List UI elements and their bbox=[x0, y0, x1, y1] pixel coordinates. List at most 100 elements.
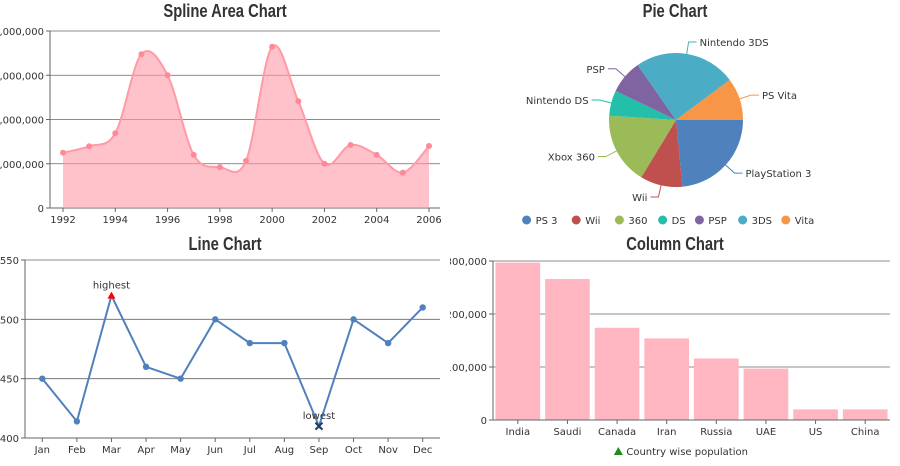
line-chart: 400 450 500 550 Jan Feb Mar Apr May Jun Jul Aug Sep O… bbox=[0, 256, 440, 456]
pie-label-connector bbox=[650, 185, 662, 198]
x-tick-label: 1998 bbox=[207, 215, 232, 226]
pie-slice-label: Wii bbox=[632, 193, 647, 204]
column-bar bbox=[793, 409, 838, 420]
x-tick-label: Iran bbox=[657, 427, 677, 438]
lowest-annotation: lowest bbox=[303, 411, 335, 422]
spline-area-chart: 0 2,000,000 4,000,000 6,000,000 8,000,000 199… bbox=[0, 27, 442, 226]
y-tick-label: 2,000,000 bbox=[0, 160, 44, 171]
legend-marker bbox=[571, 215, 581, 225]
column-bar bbox=[743, 368, 789, 420]
x-tick-label: Canada bbox=[598, 427, 636, 438]
y-tick-label: 300,000 bbox=[450, 257, 487, 268]
y-tick-label: 6,000,000 bbox=[0, 71, 44, 82]
legend-marker bbox=[614, 215, 624, 225]
pie-label-connector bbox=[597, 150, 617, 158]
pie-slice bbox=[609, 90, 676, 120]
x-tick-label: 2000 bbox=[259, 215, 284, 226]
chart-title: Spline Area Chart bbox=[163, 1, 287, 21]
column-bar bbox=[842, 409, 888, 420]
x-tick-label: Jun bbox=[206, 445, 223, 456]
legend-marker bbox=[613, 447, 623, 455]
area-fill bbox=[63, 45, 429, 208]
data-point bbox=[419, 304, 426, 311]
data-point bbox=[347, 141, 354, 148]
pie-slice bbox=[676, 120, 743, 187]
pie-label-connector bbox=[607, 68, 626, 77]
pie-slice bbox=[615, 65, 676, 120]
line-chart-panel: Line Chart 400 450 500 550 Jan Feb Mar Apr May Ju… bbox=[0, 233, 450, 466]
chart-title: Column Chart bbox=[626, 234, 724, 254]
y-tick-label: 0 bbox=[481, 416, 487, 427]
legend-label: PSP bbox=[708, 216, 726, 227]
x-tick-label: 1992 bbox=[50, 215, 75, 226]
y-tick-label: 500 bbox=[0, 315, 19, 326]
pie-chart-panel: Pie Chart PlayStation 3 Wii Xbox 360 Ninten… bbox=[450, 0, 900, 233]
x-tick-label: UAE bbox=[756, 427, 776, 438]
x-tick-label: Mar bbox=[102, 445, 122, 456]
data-point bbox=[112, 130, 119, 137]
x-tick-label: Apr bbox=[137, 445, 155, 456]
pie-slice-label: PlayStation 3 bbox=[745, 169, 811, 180]
data-point bbox=[399, 169, 406, 176]
pie-slice bbox=[676, 79, 743, 120]
x-tick-label: Nov bbox=[378, 445, 398, 456]
y-tick-label: 400 bbox=[0, 434, 19, 445]
x-tick-label: Jul bbox=[243, 445, 256, 456]
data-point bbox=[350, 316, 357, 323]
column-bar bbox=[495, 262, 541, 420]
lowest-marker bbox=[314, 421, 324, 431]
column-chart: 0 100,000 200,000 300,000 India Saudi Canada Ir… bbox=[450, 257, 890, 458]
data-point bbox=[373, 151, 380, 158]
data-point bbox=[212, 316, 219, 323]
data-point bbox=[384, 339, 392, 347]
legend-label: DS bbox=[672, 216, 686, 227]
legend-label: Wii bbox=[585, 216, 600, 227]
x-tick-label: US bbox=[809, 427, 823, 438]
data-point bbox=[281, 339, 288, 347]
x-tick-label: 2006 bbox=[416, 215, 441, 226]
pie-slice-label: Nintendo 3DS bbox=[700, 38, 769, 49]
y-tick-label: 200,000 bbox=[450, 310, 487, 321]
data-point bbox=[73, 418, 81, 425]
chart-title: Line Chart bbox=[188, 234, 262, 254]
data-point bbox=[142, 363, 150, 370]
data-point bbox=[216, 164, 223, 171]
legend-label: Country wise population bbox=[626, 447, 748, 458]
legend-label: PS 3 bbox=[536, 216, 558, 227]
data-point bbox=[321, 160, 328, 167]
legend-marker bbox=[738, 215, 748, 225]
legend-marker bbox=[522, 215, 532, 225]
column-chart-panel: Column Chart 0 100,000 200,000 300,000 India… bbox=[450, 233, 900, 466]
data-point bbox=[243, 157, 249, 164]
column-bar bbox=[693, 358, 739, 420]
y-tick-label: 100,000 bbox=[450, 363, 487, 374]
column-bar bbox=[644, 338, 690, 420]
x-tick-label: Feb bbox=[68, 445, 86, 456]
pie-chart: PlayStation 3 Wii Xbox 360 Nintendo DS PSP Ni… bbox=[522, 38, 814, 227]
x-tick-label: Oct bbox=[345, 445, 362, 456]
column-bar bbox=[545, 279, 590, 420]
pie-slice bbox=[641, 120, 683, 188]
series-line bbox=[41, 292, 424, 430]
pie-slice-label: Nintendo DS bbox=[526, 96, 589, 107]
data-point bbox=[426, 143, 432, 150]
data-point bbox=[138, 51, 145, 58]
x-tick-label: China bbox=[851, 427, 880, 438]
data-point bbox=[269, 43, 276, 50]
x-tick-label: India bbox=[506, 427, 531, 438]
data-point bbox=[86, 143, 93, 150]
legend-marker bbox=[781, 215, 791, 225]
y-tick-label: 8,000,000 bbox=[0, 27, 44, 38]
data-point bbox=[177, 375, 184, 382]
data-point bbox=[60, 149, 66, 156]
pie-slice bbox=[637, 53, 730, 120]
data-point bbox=[164, 72, 171, 79]
x-tick-label: 2002 bbox=[312, 215, 337, 226]
highest-annotation: highest bbox=[93, 281, 130, 292]
x-tick-label: 1996 bbox=[155, 215, 180, 226]
x-tick-label: Russia bbox=[700, 427, 732, 438]
x-tick-label: 2004 bbox=[364, 215, 389, 226]
column-bar bbox=[594, 327, 640, 420]
pie-label-connector bbox=[725, 164, 743, 174]
data-point bbox=[190, 151, 197, 158]
